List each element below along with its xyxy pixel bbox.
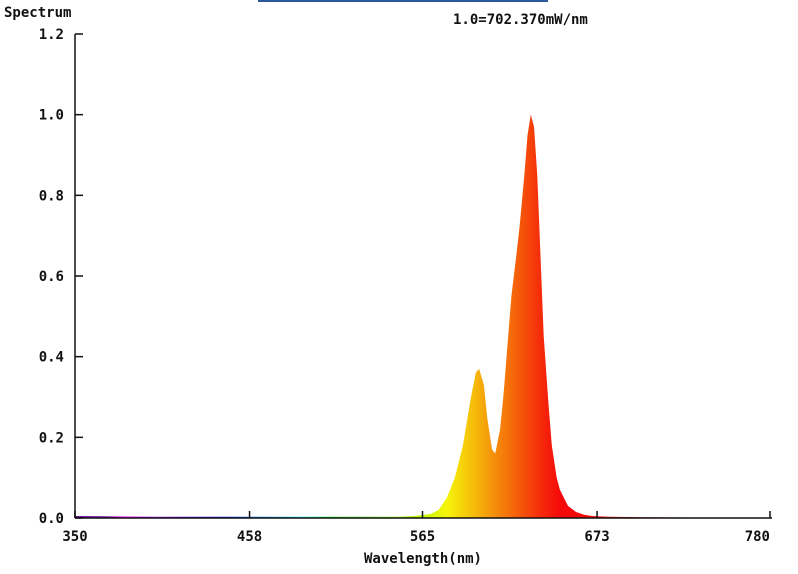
y-tick-label: 0.6 <box>39 269 64 285</box>
y-tick-label: 1.2 <box>39 27 64 43</box>
x-tick-label: 673 <box>584 529 609 545</box>
y-tick-label: 0.4 <box>39 350 64 366</box>
x-tick-label: 565 <box>410 529 435 545</box>
scale-annotation: 1.0=702.370mW/nm <box>453 12 588 28</box>
y-tick-label: 0.0 <box>39 511 64 527</box>
chart-title: Spectrum <box>4 5 71 21</box>
x-axis-label: Wavelength(nm) <box>364 551 482 567</box>
y-tick-label: 0.8 <box>39 188 64 204</box>
y-tick-label: 1.0 <box>39 108 64 124</box>
axis-ticks: 0.0 0.2 0.4 0.6 0.8 1.0 1.2 350 458 565 673 780 <box>39 27 771 545</box>
x-tick-label: 780 <box>745 529 770 545</box>
x-tick-label: 458 <box>237 529 262 545</box>
x-tick-label: 350 <box>62 529 87 545</box>
y-tick-label: 0.2 <box>39 430 64 446</box>
